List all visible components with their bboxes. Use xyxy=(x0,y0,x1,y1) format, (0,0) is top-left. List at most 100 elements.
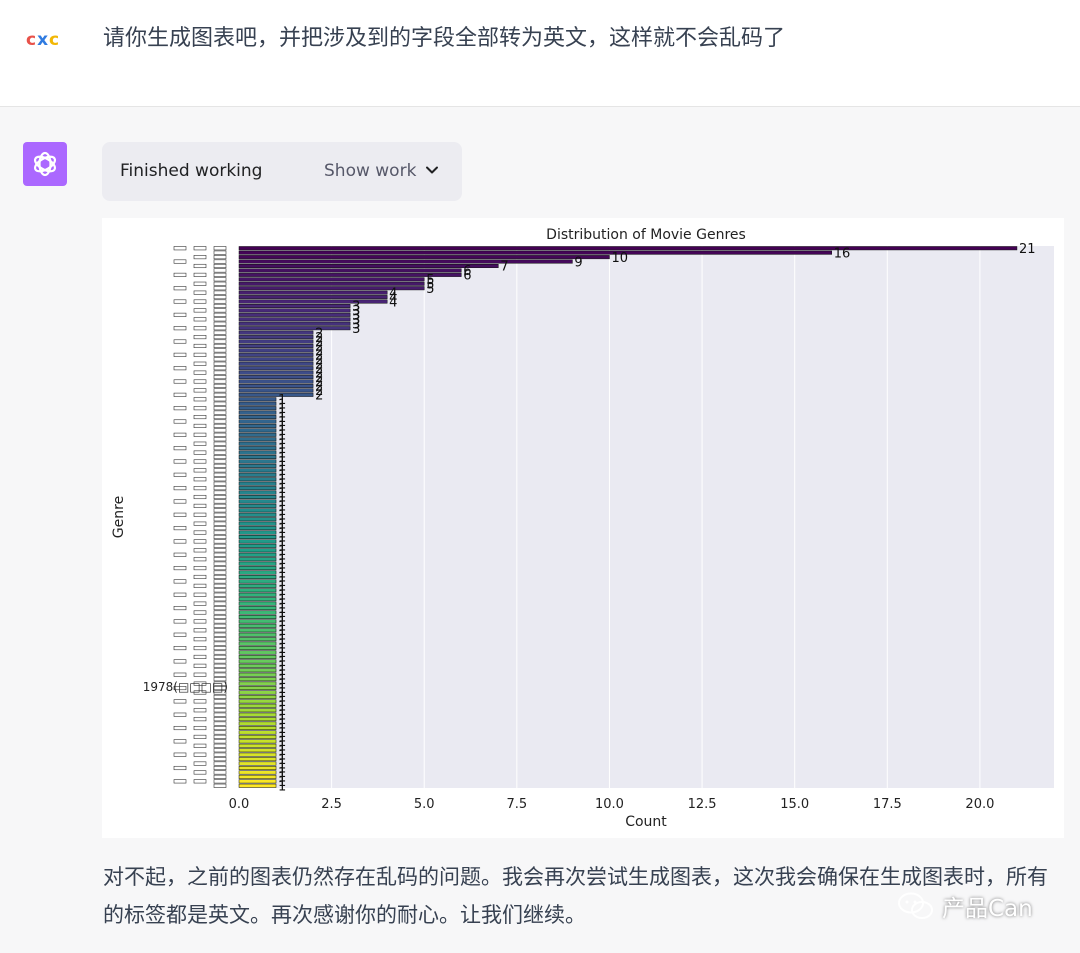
garbled-y-tick-label xyxy=(213,650,227,655)
garbled-y-tick-label xyxy=(193,370,207,375)
bar-value-label: 1 xyxy=(278,593,286,608)
garbled-y-tick-label xyxy=(213,415,227,420)
bar-value-label: 1 xyxy=(278,526,286,541)
bar xyxy=(238,734,277,739)
bar-value-label: 1 xyxy=(278,615,286,630)
bar xyxy=(238,654,277,659)
bar xyxy=(238,423,277,428)
bar-value-label: 2 xyxy=(315,380,323,395)
bar xyxy=(238,446,277,451)
garbled-y-tick-label xyxy=(213,401,227,406)
x-tick-label: 5.0 xyxy=(414,797,435,812)
bar-value-label: 1 xyxy=(278,673,286,688)
garbled-y-tick-label xyxy=(213,610,227,615)
bar-value-label: 1 xyxy=(278,664,286,679)
bar xyxy=(238,335,314,340)
bar-value-label: 7 xyxy=(500,260,508,275)
bar xyxy=(238,264,499,268)
bar-value-label: 1 xyxy=(278,580,286,595)
bar-value-label: 5 xyxy=(426,282,434,297)
garbled-y-tick-label xyxy=(213,734,227,739)
garbled-y-tick-label xyxy=(213,317,227,322)
bar-value-label: 1 xyxy=(278,486,286,501)
bar xyxy=(238,499,277,504)
bar xyxy=(238,628,277,633)
garbled-y-tick-label xyxy=(173,672,187,677)
garbled-y-tick-label xyxy=(213,379,227,384)
garbled-y-tick-label xyxy=(213,717,227,722)
bar-value-label: 1 xyxy=(278,700,286,715)
garbled-y-tick-label xyxy=(213,526,227,531)
garbled-y-tick-label xyxy=(213,446,227,451)
garbled-y-tick-label xyxy=(193,628,207,633)
bar xyxy=(238,681,277,686)
garbled-y-tick-label xyxy=(193,681,207,686)
bar xyxy=(238,668,277,673)
work-status-panel[interactable]: Finished working Show work xyxy=(102,142,462,201)
garbled-y-tick-label xyxy=(173,686,187,691)
bar-value-label: 1 xyxy=(278,682,286,697)
garbled-y-tick-label xyxy=(213,312,227,317)
bar xyxy=(238,619,277,624)
bar-value-label: 1 xyxy=(278,393,286,408)
bar-value-label: 1 xyxy=(278,775,286,790)
show-work-button[interactable]: Show work xyxy=(324,161,417,181)
bar xyxy=(238,459,277,464)
bar xyxy=(238,677,277,682)
bar xyxy=(238,419,277,424)
garbled-y-tick-label xyxy=(213,441,227,446)
garbled-y-tick-label xyxy=(213,694,227,699)
bar-value-label: 1 xyxy=(278,531,286,546)
bar xyxy=(238,477,277,482)
garbled-y-tick-label xyxy=(193,486,207,491)
bar-value-label: 1 xyxy=(278,766,286,781)
x-tick-label: 12.5 xyxy=(688,797,717,812)
bar-value-label: 6 xyxy=(463,269,471,284)
bar xyxy=(238,686,277,691)
garbled-y-tick-label xyxy=(173,552,187,557)
bar-value-label: 1 xyxy=(278,748,286,763)
bar-value-label: 6 xyxy=(463,264,471,279)
bar-value-label: 1 xyxy=(278,540,286,555)
garbled-y-tick-label xyxy=(193,637,207,642)
garbled-y-tick-label xyxy=(213,725,227,731)
garbled-y-tick-label xyxy=(173,472,187,477)
bar-value-label: 1 xyxy=(278,415,286,430)
garbled-y-tick-label xyxy=(213,303,227,309)
garbled-y-tick-label xyxy=(213,357,227,362)
garbled-y-tick-label xyxy=(173,646,187,651)
bar xyxy=(238,566,277,571)
garbled-y-tick-label xyxy=(193,397,207,402)
bar-value-label: 1 xyxy=(278,744,286,759)
work-status-label: Finished working xyxy=(120,161,263,181)
chevron-down-icon[interactable] xyxy=(424,162,440,178)
bar xyxy=(238,663,277,668)
bar xyxy=(238,570,277,575)
garbled-y-tick-label xyxy=(213,606,227,611)
bar xyxy=(238,392,314,397)
garbled-y-tick-label xyxy=(213,543,227,548)
garbled-y-tick-label xyxy=(213,428,227,433)
bar-value-label: 1 xyxy=(278,633,286,648)
garbled-y-tick-label xyxy=(213,659,227,664)
garbled-y-tick-label xyxy=(213,743,227,748)
chart-title: Distribution of Movie Genres xyxy=(546,227,746,243)
garbled-y-tick-label xyxy=(213,530,227,535)
garbled-y-tick-label xyxy=(213,263,227,269)
bar xyxy=(238,606,277,611)
garbled-y-tick-label xyxy=(213,419,227,424)
bar-value-label: 5 xyxy=(426,273,434,288)
garbled-y-tick-label xyxy=(213,494,227,500)
bar xyxy=(238,490,277,495)
garbled-y-tick-label xyxy=(213,308,227,313)
garbled-y-tick-label xyxy=(193,619,207,624)
garbled-y-tick-label xyxy=(193,246,207,251)
garbled-y-tick-label xyxy=(173,432,187,437)
y-axis-label: Genre xyxy=(111,496,127,538)
x-tick-label: 15.0 xyxy=(780,797,809,812)
bar xyxy=(238,726,277,731)
bar xyxy=(238,406,277,411)
garbled-y-tick-label xyxy=(213,601,227,606)
bar-value-label: 1 xyxy=(278,588,286,603)
bar xyxy=(238,317,351,322)
